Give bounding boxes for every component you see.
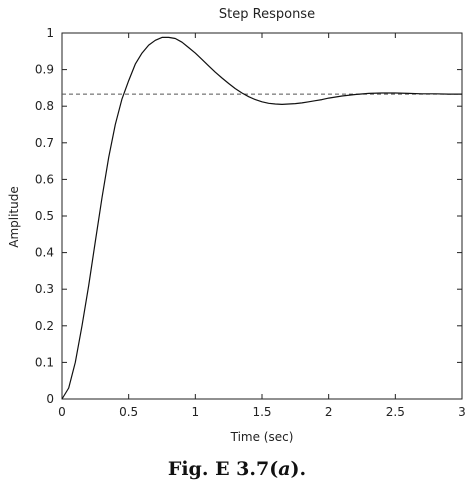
y-tick-label: 0.6	[35, 172, 54, 186]
x-tick-label: 2	[325, 405, 333, 419]
x-tick-label: 1.5	[252, 405, 271, 419]
chart-title: Step Response	[219, 7, 315, 22]
x-axis-label: Time (sec)	[230, 430, 294, 444]
y-tick-label: 0.5	[35, 209, 54, 223]
figure-caption: Fig. E 3.7(a).	[0, 458, 474, 480]
y-axis-label: Amplitude	[7, 186, 21, 248]
caption-prefix: Fig. E 3.7(	[167, 458, 279, 480]
y-tick-label: 0.1	[35, 355, 54, 369]
caption-italic: a	[278, 458, 291, 480]
plot-frame	[61, 32, 463, 400]
x-tick-label: 1	[192, 405, 200, 419]
step-response-chart: Step Response 0 0.5 1 1.5 2 2.5 3 0 0.1 0.2 0.3 0.4…	[7, 7, 466, 444]
x-tick-label: 0	[58, 405, 66, 419]
y-tick-label: 0.9	[35, 63, 54, 77]
y-tick-label: 0.4	[35, 246, 54, 260]
y-tick-label: 0	[46, 392, 54, 406]
y-tick-label: 0.8	[35, 99, 54, 113]
x-tick-label: 3	[458, 405, 466, 419]
y-tick-label: 0.7	[35, 136, 54, 150]
step-response-line	[61, 36, 462, 400]
x-tick-label: 0.5	[119, 405, 138, 419]
y-tick-label: 0.3	[35, 282, 54, 296]
y-tick-label: 0.2	[35, 319, 54, 333]
caption-suffix: ).	[290, 458, 307, 480]
x-tick-label: 2.5	[386, 405, 405, 419]
plot-area: 0 0.5 1 1.5 2 2.5 3 0 0.1 0.2 0.3 0.4 0.5 0.6 0.7 0.8 0.…	[35, 26, 466, 419]
y-tick-label: 1	[46, 26, 54, 40]
